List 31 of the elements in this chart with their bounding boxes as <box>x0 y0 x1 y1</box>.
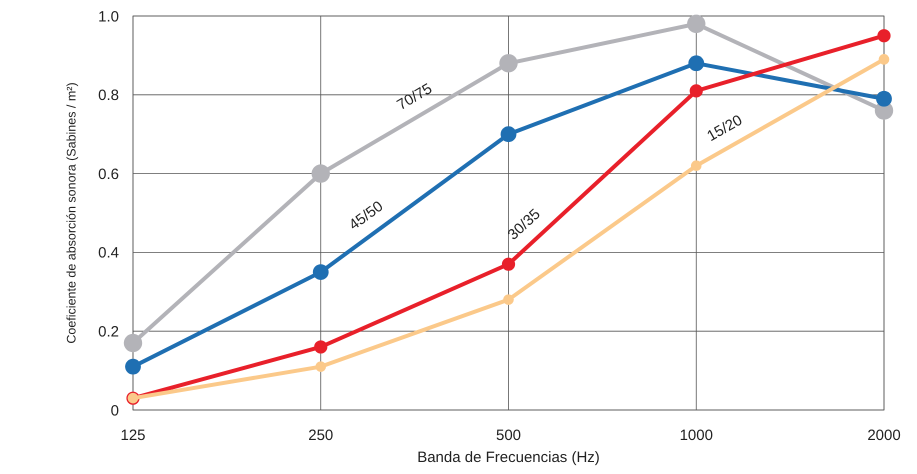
y-tick-label: 1.0 <box>98 8 119 26</box>
x-tick-label: 1000 <box>680 427 713 444</box>
point <box>314 340 328 354</box>
point <box>878 54 890 65</box>
point <box>877 29 891 42</box>
point <box>124 334 142 352</box>
point <box>690 84 703 98</box>
y-tick-label: 0.8 <box>98 87 119 104</box>
point <box>312 164 330 183</box>
x-tick-label: 2000 <box>867 427 901 444</box>
x-tick-label: 500 <box>496 427 522 444</box>
y-axis-title: Coeficiente de absorción sonora (Sabines / m²) <box>64 82 78 344</box>
x-tick-label: 125 <box>120 427 146 444</box>
point <box>499 54 518 72</box>
point <box>315 361 326 372</box>
x-tick-label: 250 <box>308 427 334 444</box>
y-tick-label: 0 <box>110 402 119 420</box>
y-tick-label: 0.2 <box>98 323 119 340</box>
point <box>500 126 516 142</box>
point <box>503 294 514 305</box>
point <box>125 358 141 375</box>
point <box>502 258 516 271</box>
point <box>690 160 702 172</box>
point <box>312 264 329 280</box>
point <box>876 90 892 107</box>
point <box>687 14 706 34</box>
text: 15/20 <box>704 112 746 145</box>
point <box>688 55 704 72</box>
y-tick-label: 0.6 <box>98 166 119 183</box>
y-tick-label: 0.4 <box>98 244 119 262</box>
x-axis-title: Banda de Frecuencias (Hz) <box>417 449 600 466</box>
